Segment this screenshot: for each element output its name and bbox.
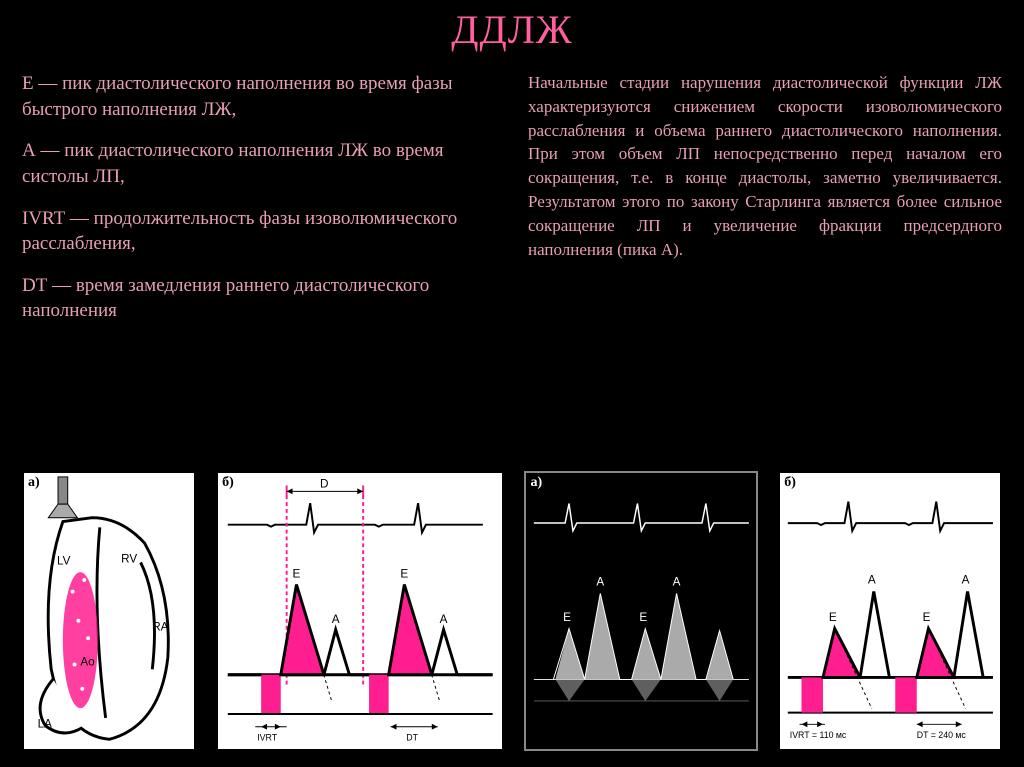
ivrt-lbl: IVRT xyxy=(257,732,278,742)
e-c2: E xyxy=(640,611,648,624)
panel-label-a: а) xyxy=(28,475,40,491)
e-c1: E xyxy=(564,611,572,624)
a-d2: A xyxy=(962,574,970,587)
def-e: Е — пик диастолического наполнения во вр… xyxy=(22,71,496,122)
right-column: Начальные стадии нарушения диастолическо… xyxy=(528,71,1002,340)
a-c1: A xyxy=(597,576,605,589)
text-columns: Е — пик диастолического наполнения во вр… xyxy=(0,71,1024,340)
a2: A xyxy=(440,613,448,626)
lbl-ra: RA xyxy=(152,620,168,633)
a-d1: A xyxy=(868,574,876,587)
e-d2: E xyxy=(923,611,931,624)
panel-heart: а) LV RV RA Ao LA xyxy=(22,471,196,751)
doppler-abn-svg: E A E A IVRT = 110 мс DT = 240 мс xyxy=(780,473,1000,749)
ivrt-ms: IVRT = 110 мс xyxy=(790,730,847,740)
a1: A xyxy=(332,613,340,626)
paragraph: Начальные стадии нарушения диастолическо… xyxy=(528,71,1002,261)
def-dt: DT — время замедления раннего диастоличе… xyxy=(22,273,496,324)
heart-svg: LV RV RA Ao LA xyxy=(24,473,194,749)
panel-label-c: а) xyxy=(530,475,542,491)
panel-label-d: б) xyxy=(784,475,796,491)
panel-label-b: б) xyxy=(222,475,234,491)
left-column: Е — пик диастолического наполнения во вр… xyxy=(22,71,496,340)
echo-svg: E A E A xyxy=(526,473,756,749)
dt-ms: DT = 240 мс xyxy=(917,730,967,740)
lbl-rv: RV xyxy=(121,552,137,565)
panel-echo: а) E A xyxy=(524,471,758,751)
e2: E xyxy=(400,568,408,581)
lbl-la: LA xyxy=(38,718,52,731)
lbl-lv: LV xyxy=(57,554,71,567)
panel-doppler-abnormal: б) E A E A IVRT = 110 мс D xyxy=(778,471,1002,751)
doppler-norm-svg: D E A E xyxy=(218,473,502,749)
def-a: А — пик диастолического наполнения ЛЖ во… xyxy=(22,138,496,189)
lbl-ao: Ao xyxy=(80,655,94,668)
e-d1: E xyxy=(829,611,837,624)
e1: E xyxy=(293,568,301,581)
def-ivrt: IVRT — продолжительность фазы изоволюмич… xyxy=(22,206,496,257)
a-c2: A xyxy=(673,576,681,589)
figure-row: а) LV RV RA Ao LA б) xyxy=(22,471,1002,751)
lbl-d: D xyxy=(320,477,329,490)
panel-doppler-normal: б) D xyxy=(216,471,504,751)
dt-lbl: DT xyxy=(406,732,418,742)
page-title: ДДЛЖ xyxy=(0,0,1024,53)
